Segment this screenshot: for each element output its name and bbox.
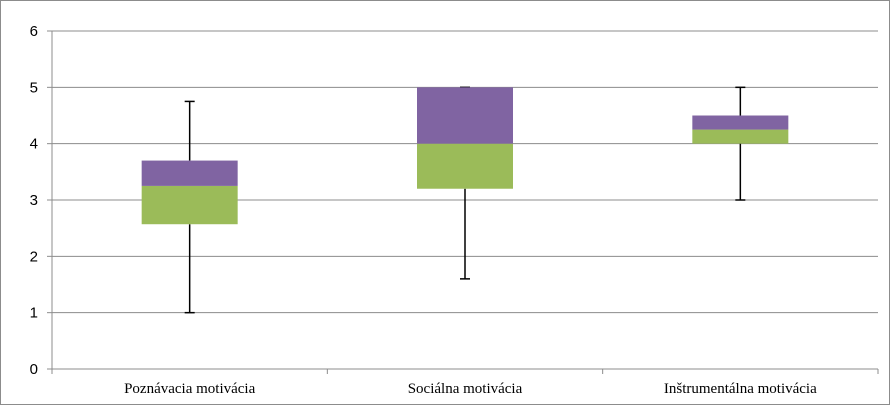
y-tick-label: 4: [30, 136, 38, 153]
box-lower-segment: [692, 129, 789, 144]
x-category-label: Sociálna motivácia: [408, 381, 523, 397]
box-upper-segment: [141, 160, 238, 186]
x-category-label: Poznávacia motivácia: [124, 381, 256, 397]
axes: [47, 30, 879, 374]
y-tick-label: 5: [30, 79, 38, 96]
axis-labels: 0 1 2 3 4 5 6 Poznávacia motivácia Sociálna moti…: [30, 23, 817, 397]
box-lower-segment: [141, 185, 238, 225]
y-tick-label: 0: [30, 361, 38, 378]
box-upper-segment: [692, 115, 789, 130]
box-lower-segment: [417, 143, 513, 189]
box-upper-segment: [417, 87, 513, 144]
boxes: [141, 86, 789, 314]
x-category-label: Inštrumentálna motivácia: [664, 381, 817, 397]
y-tick-label: 6: [30, 23, 38, 40]
y-tick-label: 3: [30, 192, 38, 209]
y-tick-label: 1: [30, 305, 38, 322]
y-tick-label: 2: [30, 248, 38, 265]
